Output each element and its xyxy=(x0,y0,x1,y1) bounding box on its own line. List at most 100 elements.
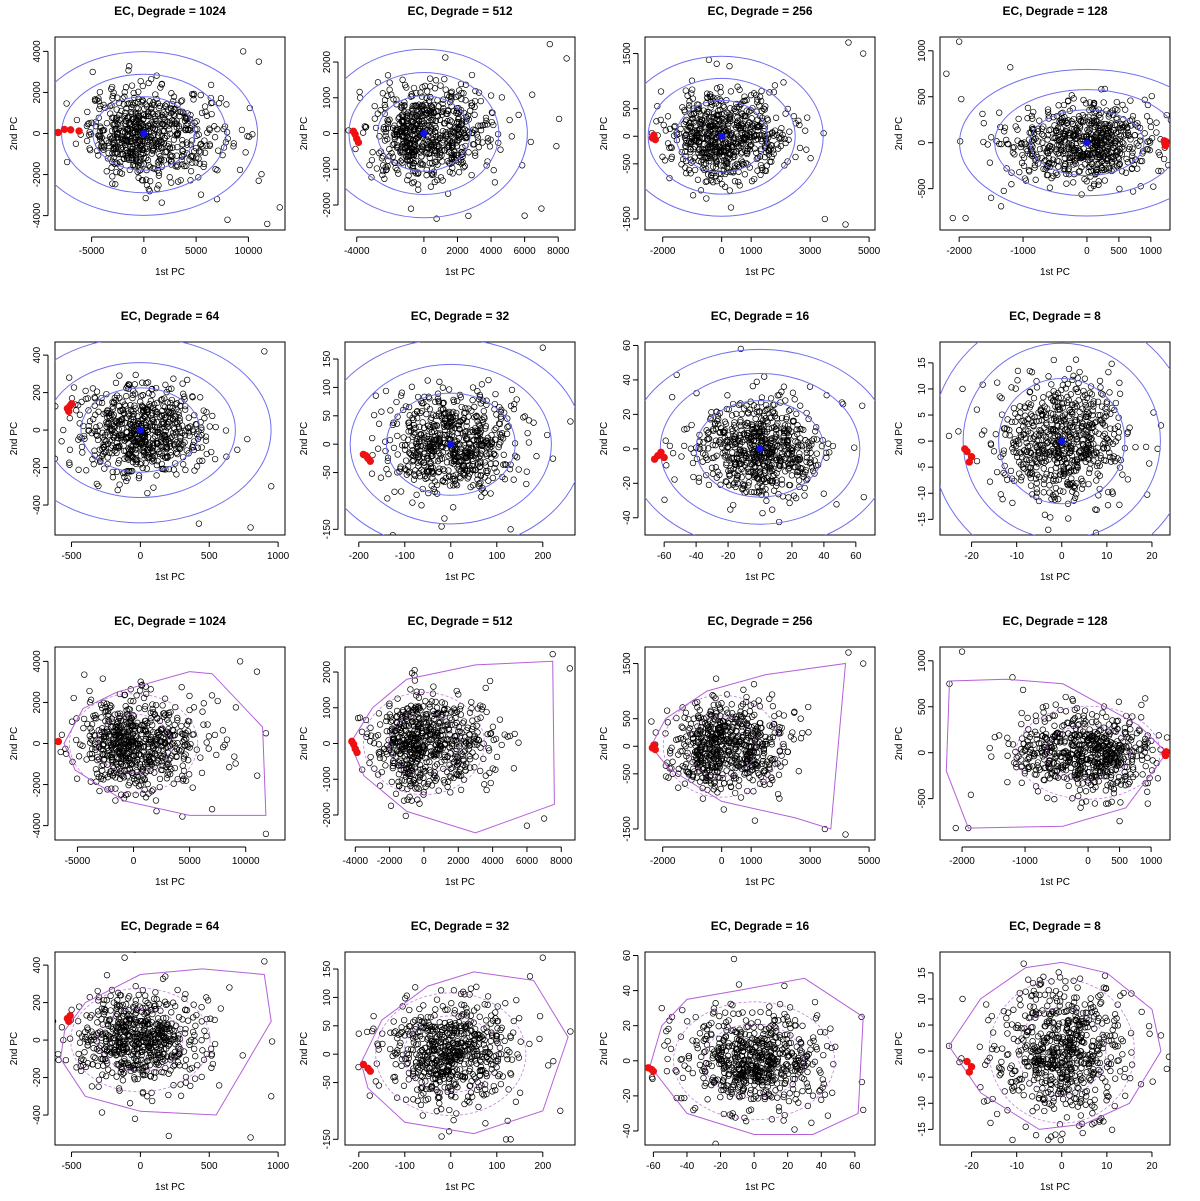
data-point xyxy=(1108,135,1115,142)
data-point xyxy=(393,398,400,406)
data-point xyxy=(132,441,139,448)
data-point xyxy=(394,451,401,458)
data-point xyxy=(461,442,468,449)
data-point xyxy=(718,110,725,118)
data-point xyxy=(171,120,179,127)
data-point xyxy=(662,437,669,444)
data-point xyxy=(435,145,442,152)
data-point xyxy=(418,407,426,415)
data-point xyxy=(238,126,246,134)
data-point xyxy=(195,174,202,181)
data-point xyxy=(114,133,121,141)
data-point xyxy=(523,468,530,475)
data-point xyxy=(440,399,447,406)
data-point xyxy=(1019,151,1026,159)
data-point xyxy=(173,400,181,407)
data-point xyxy=(783,415,790,423)
data-point xyxy=(697,187,705,194)
data-point xyxy=(169,404,176,412)
data-point xyxy=(84,108,91,116)
data-point xyxy=(754,124,762,131)
data-point xyxy=(375,420,383,427)
data-point xyxy=(707,121,715,128)
data-point xyxy=(705,149,712,156)
data-point xyxy=(687,146,694,153)
data-point xyxy=(450,482,457,489)
data-point xyxy=(720,120,727,127)
data-point xyxy=(153,72,160,79)
data-point xyxy=(524,429,531,437)
data-point xyxy=(167,452,175,459)
plot-area xyxy=(345,342,575,535)
data-point xyxy=(751,488,758,496)
data-point xyxy=(384,117,391,124)
data-point xyxy=(1086,465,1093,473)
data-point xyxy=(741,447,748,454)
data-point xyxy=(1060,399,1067,407)
data-point xyxy=(1095,181,1102,188)
data-point xyxy=(466,428,473,436)
data-point xyxy=(395,170,402,177)
y-tick-label: 40 xyxy=(622,374,633,386)
data-point xyxy=(1099,164,1106,172)
data-point xyxy=(89,385,97,392)
data-point xyxy=(377,474,385,481)
data-point xyxy=(1003,136,1010,144)
data-point xyxy=(431,457,438,464)
data-point xyxy=(1087,134,1094,141)
data-point xyxy=(539,344,546,351)
data-point xyxy=(126,446,133,453)
data-point xyxy=(393,96,400,103)
outlier-point xyxy=(349,127,358,136)
data-point xyxy=(510,476,517,483)
data-point xyxy=(398,118,405,125)
data-point xyxy=(414,451,422,458)
data-point xyxy=(1101,136,1108,143)
plot-area xyxy=(645,345,875,535)
data-point xyxy=(962,214,969,222)
data-point xyxy=(1100,153,1107,161)
data-point xyxy=(431,422,438,430)
data-point xyxy=(1134,123,1141,130)
data-point xyxy=(653,118,660,125)
density-ellipse xyxy=(348,72,500,195)
data-point xyxy=(495,443,502,451)
data-point xyxy=(440,120,448,127)
y-tick-label: -500 xyxy=(917,178,928,198)
data-point xyxy=(1044,150,1052,157)
data-point xyxy=(430,444,437,451)
data-point xyxy=(740,134,748,141)
data-point xyxy=(452,471,459,478)
data-point xyxy=(106,427,113,434)
y-axis-label: 2nd PC xyxy=(894,422,905,455)
data-point xyxy=(418,502,425,509)
data-point xyxy=(435,142,443,150)
data-point xyxy=(149,165,156,172)
data-point xyxy=(801,484,808,492)
data-point xyxy=(1155,167,1162,175)
data-point xyxy=(775,518,783,526)
data-point xyxy=(759,509,766,517)
data-point xyxy=(159,432,166,440)
data-point xyxy=(161,102,169,109)
data-point xyxy=(732,483,739,491)
data-point xyxy=(729,449,736,456)
data-point xyxy=(149,416,156,424)
data-point xyxy=(497,408,504,415)
data-point xyxy=(446,414,454,421)
data-point xyxy=(681,132,689,140)
data-point xyxy=(176,112,183,120)
plot-area xyxy=(55,342,275,531)
data-point xyxy=(135,474,143,482)
data-point xyxy=(223,101,230,108)
y-axis-label: 2nd PC xyxy=(599,422,610,455)
data-point xyxy=(475,122,482,129)
data-point xyxy=(145,390,152,397)
data-point xyxy=(110,411,118,419)
data-point xyxy=(402,442,409,449)
data-point xyxy=(108,114,116,121)
data-point xyxy=(164,453,171,460)
data-point xyxy=(439,100,446,108)
y-tick-label: 1500 xyxy=(622,42,633,65)
